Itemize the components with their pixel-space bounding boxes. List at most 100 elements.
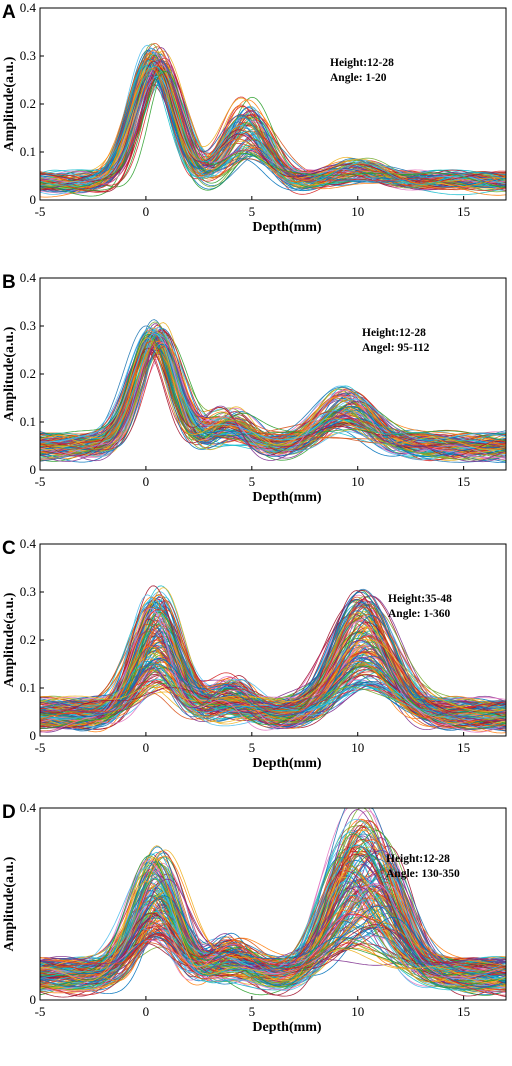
series-line (39, 864, 507, 967)
series-line (39, 333, 507, 443)
chart-panel-b: B -5 0 5 10 15 0 0.1 0.2 0.3 0.4 Depth(mm) Amplitud… (0, 270, 512, 536)
x-tick-label: 0 (143, 1004, 150, 1019)
series-line (39, 67, 507, 189)
series-line (39, 71, 507, 189)
x-tick-label: 10 (351, 204, 364, 219)
x-tick-label: 10 (351, 740, 364, 755)
series-line (39, 343, 507, 457)
y-tick-label: 0.3 (20, 584, 36, 599)
series-line (39, 855, 507, 966)
x-tick-label: 0 (143, 474, 150, 489)
y-tick-label: 0 (30, 462, 37, 477)
annotation-text: Angle: 1-360 (388, 608, 451, 620)
series-line (39, 325, 507, 446)
y-axis-title: Amplitude(a.u.) (2, 856, 17, 951)
curves-group (39, 585, 507, 734)
annotation-text: Height:12-28 (362, 327, 426, 339)
series-line (39, 585, 507, 718)
series-line (39, 65, 507, 186)
x-tick-label: 10 (351, 1004, 364, 1019)
annotation-text: Height:12-28 (386, 853, 450, 865)
series-line (39, 340, 507, 450)
x-tick-label: 5 (249, 204, 256, 219)
x-axis-title: Depth(mm) (252, 1020, 322, 1035)
panel-letter: A (2, 2, 16, 23)
series-line (39, 613, 507, 711)
series-line (39, 346, 507, 451)
annotation-text: Height:12-28 (330, 57, 394, 69)
curves-group (39, 319, 507, 463)
y-tick-label: 0.4 (20, 536, 37, 551)
x-tick-label: 5 (249, 474, 256, 489)
x-tick-label: 0 (143, 204, 150, 219)
y-tick-label: 0.1 (20, 144, 36, 159)
series-line (39, 638, 507, 712)
y-tick-label: 0.2 (20, 632, 36, 647)
y-tick-label: 0.3 (20, 318, 36, 333)
x-tick-label: -5 (35, 204, 46, 219)
chart-panel-a: A -5 0 5 10 15 0 0.1 0.2 0.3 0.4 Depth(mm) Amplitud… (0, 0, 512, 266)
y-tick-label: 0 (30, 728, 37, 743)
series-line (39, 329, 507, 454)
chart-svg: -5 0 5 10 1500.10.20.30.4Depth(mm)Amplitude(… (2, 0, 507, 235)
series-line (39, 645, 507, 714)
series-line (39, 607, 507, 733)
y-tick-label: 0.1 (20, 414, 36, 429)
x-tick-label: 5 (249, 1004, 256, 1019)
series-line (39, 615, 507, 718)
x-axis-title: Depth(mm) (252, 756, 322, 771)
series-line (39, 855, 507, 976)
chart-panel-c: C -5 0 5 10 15 0 0.1 0.2 0.3 0.4 Depth(mm) Amplitud… (0, 536, 512, 802)
y-tick-label: 0.2 (20, 366, 36, 381)
x-tick-label: -5 (35, 474, 46, 489)
panel-letter: D (2, 802, 16, 823)
y-tick-label: 0.1 (20, 680, 36, 695)
y-tick-label: 0.4 (20, 800, 37, 815)
series-line (39, 609, 507, 727)
series-line (39, 807, 507, 979)
x-axis-title: Depth(mm) (252, 490, 322, 505)
series-line (39, 336, 507, 462)
chart-svg: -5 0 5 10 1500.10.20.30.4Depth(mm)Amplitude(… (2, 270, 507, 505)
y-tick-label: 0 (30, 192, 37, 207)
x-tick-label: 15 (457, 740, 470, 755)
panel-letter: C (2, 538, 16, 559)
y-tick-label: 0.2 (20, 96, 36, 111)
series-line (39, 70, 507, 191)
x-tick-label: 15 (457, 474, 470, 489)
series-line (39, 645, 507, 729)
series-line (39, 871, 507, 980)
series-line (39, 678, 507, 719)
series-line (39, 75, 507, 186)
y-axis-title: Amplitude(a.u.) (2, 592, 17, 687)
series-line (39, 60, 506, 182)
series-line (39, 332, 507, 460)
series-line (39, 856, 507, 983)
x-tick-label: 15 (457, 204, 470, 219)
x-tick-label: 10 (351, 474, 364, 489)
y-axis-title: Amplitude(a.u.) (2, 56, 17, 151)
x-tick-label: -5 (35, 740, 46, 755)
y-tick-label: 0.4 (20, 270, 37, 285)
x-axis-title: Depth(mm) (252, 220, 322, 235)
x-tick-label: 0 (143, 740, 150, 755)
y-tick-label: 0.3 (20, 48, 36, 63)
series-line (39, 342, 507, 459)
series-line (39, 332, 507, 455)
chart-svg: -5 0 5 10 1500.10.20.30.4Depth(mm)Amplitude(… (2, 536, 507, 771)
series-line (39, 857, 507, 989)
series-line (39, 878, 507, 970)
chart-panel-d: D -5 0 5 10 15 0 0.4 Depth(mm) Amplitude(a.u.) He… (0, 800, 512, 1066)
annotation-text: Angel: 95-112 (362, 342, 430, 354)
series-line (39, 337, 507, 450)
y-axis-title: Amplitude(a.u.) (2, 326, 17, 421)
y-tick-label: 0.4 (20, 0, 37, 15)
series-line (39, 839, 507, 971)
series-line (39, 327, 507, 461)
plot-frame (39, 807, 507, 1001)
series-line (39, 884, 507, 993)
series-line (39, 882, 507, 979)
series-line (39, 334, 507, 447)
series-line (39, 57, 507, 193)
